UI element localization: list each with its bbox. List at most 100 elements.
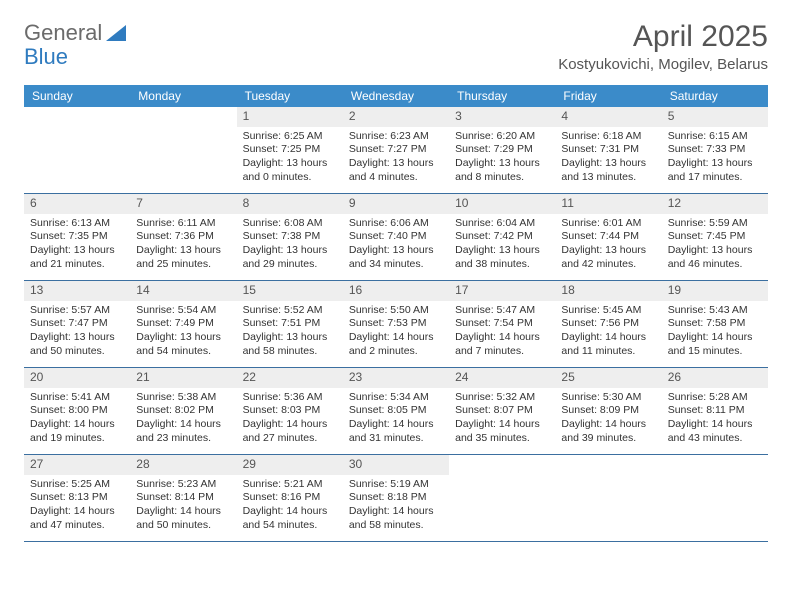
day-info-line: and 42 minutes. [561,258,655,272]
day-number: 25 [555,368,661,388]
day-body: Sunrise: 5:21 AMSunset: 8:16 PMDaylight:… [237,475,343,539]
day-info-line: and 4 minutes. [349,171,443,185]
dow-cell: Wednesday [343,85,449,107]
day-info-line: Sunset: 8:16 PM [243,491,337,505]
day-body: Sunrise: 5:25 AMSunset: 8:13 PMDaylight:… [24,475,130,539]
day-info-line: Sunrise: 6:20 AM [455,130,549,144]
day-info-line: Sunrise: 5:38 AM [136,391,230,405]
day-info-line: Daylight: 13 hours [668,244,762,258]
day-info-line: Daylight: 13 hours [30,244,124,258]
day-info-line: and 39 minutes. [561,432,655,446]
day-info-line: Sunrise: 6:11 AM [136,217,230,231]
day-info-line: Sunrise: 5:30 AM [561,391,655,405]
day-info-line: Sunrise: 5:25 AM [30,478,124,492]
day-info-line: Sunrise: 6:08 AM [243,217,337,231]
day-info-line: Sunset: 7:58 PM [668,317,762,331]
day-info-line: Sunrise: 5:32 AM [455,391,549,405]
day-cell: 28Sunrise: 5:23 AMSunset: 8:14 PMDayligh… [130,455,236,541]
day-info-line: and 38 minutes. [455,258,549,272]
calendar-grid: SundayMondayTuesdayWednesdayThursdayFrid… [24,85,768,542]
day-info-line: and 54 minutes. [243,519,337,533]
day-info-line: Daylight: 14 hours [561,418,655,432]
week-row: 20Sunrise: 5:41 AMSunset: 8:00 PMDayligh… [24,368,768,455]
day-body: Sunrise: 5:36 AMSunset: 8:03 PMDaylight:… [237,388,343,452]
day-info-line: and 34 minutes. [349,258,443,272]
day-cell: 6Sunrise: 6:13 AMSunset: 7:35 PMDaylight… [24,194,130,280]
day-info-line: Sunset: 7:25 PM [243,143,337,157]
day-info-line: Sunset: 7:49 PM [136,317,230,331]
day-info-line: Sunset: 7:35 PM [30,230,124,244]
day-info-line: Sunset: 8:09 PM [561,404,655,418]
day-number: 29 [237,455,343,475]
day-info-line: Daylight: 13 hours [30,331,124,345]
day-number: 8 [237,194,343,214]
day-cell: 7Sunrise: 6:11 AMSunset: 7:36 PMDaylight… [130,194,236,280]
day-cell: 23Sunrise: 5:34 AMSunset: 8:05 PMDayligh… [343,368,449,454]
day-cell: 4Sunrise: 6:18 AMSunset: 7:31 PMDaylight… [555,107,661,193]
day-cell: 15Sunrise: 5:52 AMSunset: 7:51 PMDayligh… [237,281,343,367]
day-cell: 13Sunrise: 5:57 AMSunset: 7:47 PMDayligh… [24,281,130,367]
day-number: 17 [449,281,555,301]
day-cell: 27Sunrise: 5:25 AMSunset: 8:13 PMDayligh… [24,455,130,541]
day-info-line: Daylight: 14 hours [349,331,443,345]
day-body: Sunrise: 5:34 AMSunset: 8:05 PMDaylight:… [343,388,449,452]
day-cell: 25 Sunrise: 5:30 AMSunset: 8:09 PMDayligh… [555,368,661,454]
day-cell: 14Sunrise: 5:54 AMSunset: 7:49 PMDayligh… [130,281,236,367]
day-body: Sunrise: 6:13 AMSunset: 7:35 PMDaylight:… [24,214,130,278]
day-cell: 22Sunrise: 5:36 AMSunset: 8:03 PMDayligh… [237,368,343,454]
logo-text-1: General [24,20,102,46]
day-number: 16 [343,281,449,301]
dow-cell: Monday [130,85,236,107]
day-info-line: Sunrise: 6:13 AM [30,217,124,231]
day-info-line: and 27 minutes. [243,432,337,446]
day-body: Sunrise: 5:41 AMSunset: 8:00 PMDaylight:… [24,388,130,452]
day-info-line: Sunrise: 5:52 AM [243,304,337,318]
day-info-line: and 25 minutes. [136,258,230,272]
day-number: 12 [662,194,768,214]
day-info-line: Daylight: 14 hours [349,505,443,519]
day-info-line: Sunset: 8:03 PM [243,404,337,418]
day-number: 6 [24,194,130,214]
day-info-line: Daylight: 14 hours [30,418,124,432]
day-info-line: Sunrise: 6:15 AM [668,130,762,144]
day-info-line: Daylight: 13 hours [349,157,443,171]
day-cell: 20Sunrise: 5:41 AMSunset: 8:00 PMDayligh… [24,368,130,454]
day-info-line: and 50 minutes. [136,519,230,533]
day-info-line: Sunrise: 5:28 AM [668,391,762,405]
day-info-line: Sunset: 7:36 PM [136,230,230,244]
day-info-line: Sunset: 8:11 PM [668,404,762,418]
day-info-line: Sunrise: 5:50 AM [349,304,443,318]
day-cell: 18Sunrise: 5:45 AMSunset: 7:56 PMDayligh… [555,281,661,367]
day-cell: 29Sunrise: 5:21 AMSunset: 8:16 PMDayligh… [237,455,343,541]
day-number: 15 [237,281,343,301]
day-info-line: and 50 minutes. [30,345,124,359]
day-cell: 26Sunrise: 5:28 AMSunset: 8:11 PMDayligh… [662,368,768,454]
day-info-line: Sunrise: 6:18 AM [561,130,655,144]
day-info-line: Daylight: 14 hours [455,331,549,345]
week-row: 6Sunrise: 6:13 AMSunset: 7:35 PMDaylight… [24,194,768,281]
day-info-line: Daylight: 14 hours [668,331,762,345]
day-info-line: Sunrise: 5:34 AM [349,391,443,405]
day-cell: 8Sunrise: 6:08 AMSunset: 7:38 PMDaylight… [237,194,343,280]
day-number: 10 [449,194,555,214]
day-info-line: and 58 minutes. [243,345,337,359]
day-body: Sunrise: 5:19 AMSunset: 8:18 PMDaylight:… [343,475,449,539]
day-body: Sunrise: 5:45 AMSunset: 7:56 PMDaylight:… [555,301,661,365]
week-row: 1Sunrise: 6:25 AMSunset: 7:25 PMDaylight… [24,107,768,194]
day-info-line: and 31 minutes. [349,432,443,446]
day-body: Sunrise: 5:23 AMSunset: 8:14 PMDaylight:… [130,475,236,539]
day-info-line: Sunset: 8:00 PM [30,404,124,418]
day-cell: 12Sunrise: 5:59 AMSunset: 7:45 PMDayligh… [662,194,768,280]
week-row: 13Sunrise: 5:57 AMSunset: 7:47 PMDayligh… [24,281,768,368]
day-info-line: Sunset: 7:33 PM [668,143,762,157]
day-body: Sunrise: 5:47 AMSunset: 7:54 PMDaylight:… [449,301,555,365]
day-body: Sunrise: 6:20 AMSunset: 7:29 PMDaylight:… [449,127,555,191]
day-info-line: Sunset: 7:27 PM [349,143,443,157]
day-cell [24,107,130,193]
day-cell [130,107,236,193]
day-info-line: Daylight: 13 hours [455,244,549,258]
day-number: 23 [343,368,449,388]
day-info-line: Sunset: 7:31 PM [561,143,655,157]
day-info-line: Sunset: 7:51 PM [243,317,337,331]
day-info-line: Sunset: 7:38 PM [243,230,337,244]
